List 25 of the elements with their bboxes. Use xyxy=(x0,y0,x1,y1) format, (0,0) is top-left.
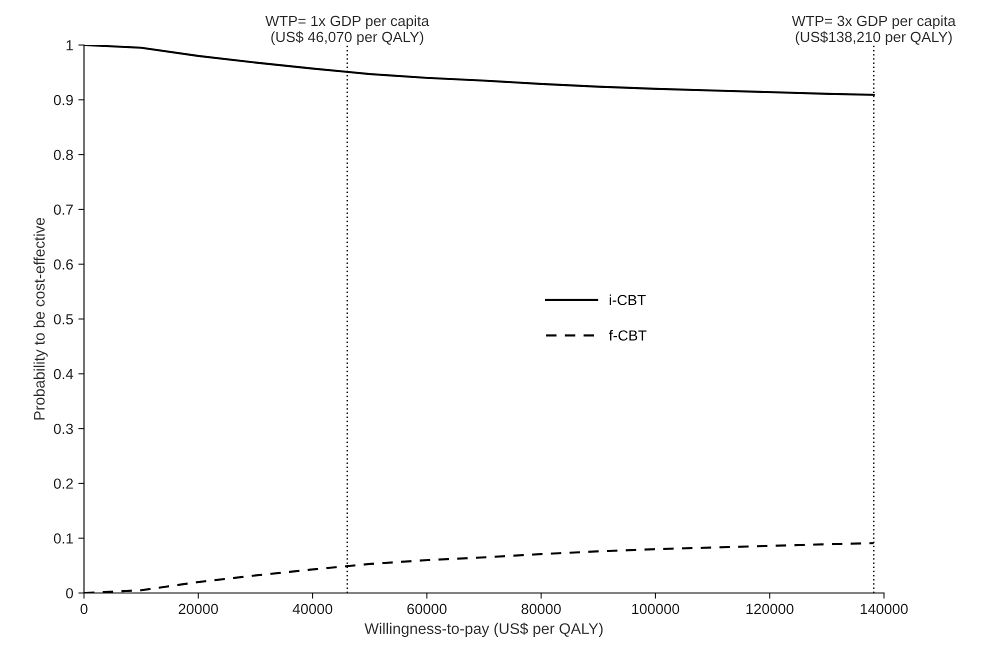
x-tick-label: 100000 xyxy=(632,604,680,614)
legend-label: i-CBT xyxy=(610,294,646,306)
legend-label: f-CBT xyxy=(609,330,647,341)
x-axis-title: Willingness-to-pay (US$ per QALY) xyxy=(364,622,603,638)
x-tick-label: 0 xyxy=(80,604,88,614)
x-tick-label: 20000 xyxy=(178,604,218,614)
y-tick-label: 0.5 xyxy=(54,314,73,324)
y-tick-label: 0.3 xyxy=(54,424,73,434)
y-tick-label: 0.9 xyxy=(54,94,73,106)
x-tick-label: 120000 xyxy=(746,604,794,614)
y-tick-label: 0.1 xyxy=(54,533,73,544)
x-tick-label: 60000 xyxy=(407,604,447,614)
y-tick-label: 0.2 xyxy=(54,478,73,489)
x-tick-label: 40000 xyxy=(292,604,332,614)
y-tick-label: 0.8 xyxy=(54,150,73,160)
y-tick-label: 1 xyxy=(66,40,73,50)
y-axis-title: Probability to be cost-effective xyxy=(34,218,48,420)
y-tick-label: 0.4 xyxy=(54,368,74,380)
x-tick-label: 80000 xyxy=(522,604,561,614)
y-tick-label: 0.7 xyxy=(54,204,73,215)
y-tick-label: 0.6 xyxy=(54,259,73,270)
x-tick-label: 140000 xyxy=(860,604,908,614)
y-tick-label: 0 xyxy=(66,588,74,598)
ref-line-label: WTP= 3x GDP per capita (US$138,210 per QALY) xyxy=(792,15,956,45)
ref-line-label: WTP= 1x GDP per capita (US$ 46,070 per QALY) xyxy=(265,15,430,45)
